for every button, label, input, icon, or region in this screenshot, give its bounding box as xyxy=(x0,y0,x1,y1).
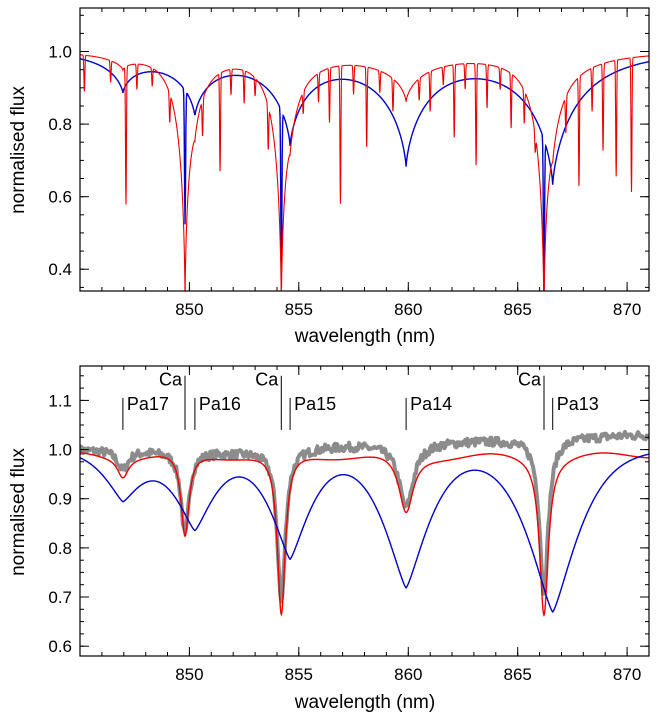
bottom-axes: 850 855 860 865 870 0.6 0.7 0.8 0.9 1.0 1.1 xyxy=(48,366,650,684)
top-ylabel: normalised flux xyxy=(8,86,29,214)
bottom-blue-model-line xyxy=(80,453,649,613)
top-plot-frame xyxy=(79,7,650,292)
top-y-tick-label: 0.8 xyxy=(48,115,72,134)
bottom-y-tick-label: 0.8 xyxy=(48,539,72,558)
top-series-group xyxy=(80,54,649,291)
bottom-plot-area xyxy=(80,429,649,617)
top-red-model-line xyxy=(80,54,649,291)
line-annotations: Ca Ca Ca Pa17 Pa16 Pa15 Pa14 Pa13 xyxy=(122,370,599,430)
annotation-label-pa13: Pa13 xyxy=(557,394,599,414)
bottom-x-tick-label: 870 xyxy=(613,665,641,684)
top-x-tick-label: 860 xyxy=(394,300,422,319)
annotation-label-ca: Ca xyxy=(518,370,542,390)
bottom-x-tick-label: 855 xyxy=(285,665,313,684)
top-x-tick-label: 855 xyxy=(285,300,313,319)
annotation-label-ca: Ca xyxy=(255,370,279,390)
top-axes: 850 855 860 865 870 0.4 0.6 0.8 1.0 xyxy=(48,8,650,319)
top-y-tick-label: 0.6 xyxy=(48,188,72,207)
top-blue-model-line xyxy=(80,58,649,291)
annotation-label-pa16: Pa16 xyxy=(199,394,241,414)
top-plot-area xyxy=(80,54,649,291)
bottom-gray-observed-line xyxy=(80,429,649,604)
bottom-x-tick-label: 865 xyxy=(504,665,532,684)
bottom-red-model-line xyxy=(80,451,649,617)
annotation-label-ca: Ca xyxy=(159,370,183,390)
annotation-label-pa17: Pa17 xyxy=(127,394,169,414)
top-xlabel: wavelength (nm) xyxy=(294,326,435,347)
bottom-series-group xyxy=(80,429,649,617)
annotation-label-pa15: Pa15 xyxy=(294,394,336,414)
bottom-xlabel: wavelength (nm) xyxy=(294,692,435,713)
bottom-y-tick-label: 0.9 xyxy=(48,490,72,509)
bottom-y-tick-label: 1.1 xyxy=(48,391,72,410)
bottom-ylabel: normalised flux xyxy=(8,448,29,576)
bottom-x-tick-label: 850 xyxy=(175,665,203,684)
top-panel: 850 855 860 865 870 0.4 0.6 0.8 1.0 wavelength (… xyxy=(8,7,650,347)
top-y-tick-label: 1.0 xyxy=(48,43,72,62)
top-y-tick-label: 0.4 xyxy=(48,260,72,279)
top-x-tick-label: 850 xyxy=(175,300,203,319)
bottom-y-tick-label: 1.0 xyxy=(48,441,72,460)
top-x-tick-label: 870 xyxy=(613,300,641,319)
bottom-y-tick-label: 0.7 xyxy=(48,588,72,607)
bottom-x-tick-label: 860 xyxy=(394,665,422,684)
top-x-tick-label: 865 xyxy=(504,300,532,319)
bottom-y-tick-label: 0.6 xyxy=(48,637,72,656)
annotation-label-pa14: Pa14 xyxy=(410,394,452,414)
